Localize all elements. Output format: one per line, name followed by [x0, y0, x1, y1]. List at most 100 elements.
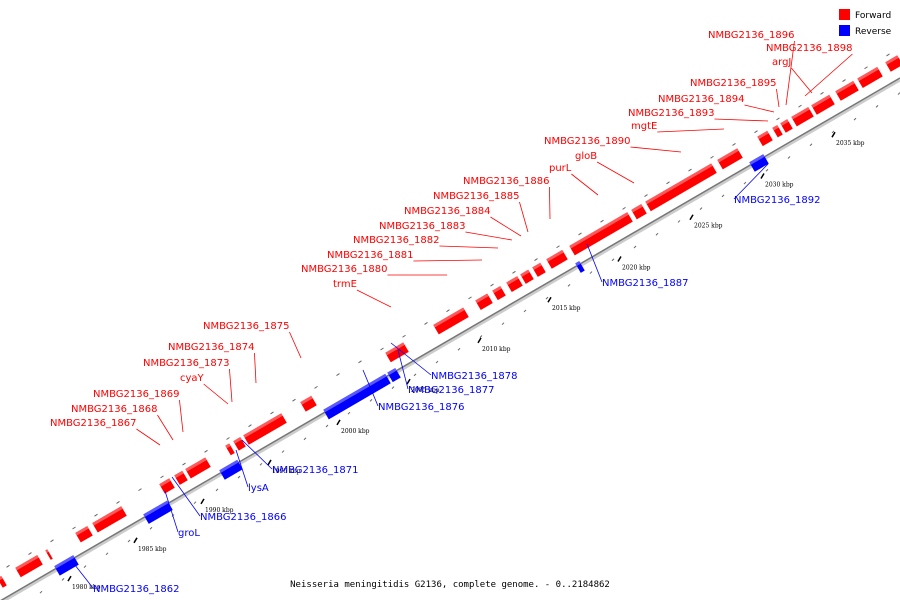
gene-highlight	[225, 443, 231, 449]
gene-body	[143, 500, 173, 524]
gene-feature	[645, 163, 717, 212]
minor-tick	[688, 168, 692, 172]
leader-line	[630, 146, 682, 153]
gene-body	[323, 373, 391, 420]
gene-body	[185, 457, 211, 479]
gene-label: NMBG2136_1875	[203, 321, 289, 332]
gene-feature	[749, 154, 769, 172]
leader-line	[465, 231, 513, 241]
tick-label: 2025 kbp	[694, 223, 723, 230]
gene-label: NMBG2136_1862	[93, 584, 179, 595]
gene-highlight	[532, 262, 542, 270]
leader-line	[289, 331, 302, 359]
gene-highlight	[233, 437, 242, 444]
minor-tick	[864, 66, 868, 70]
minor-tick	[259, 462, 263, 466]
leader-line	[241, 439, 273, 470]
gene-body	[835, 80, 859, 101]
minor-tick	[787, 156, 791, 159]
gene-body	[749, 154, 769, 172]
major-tick-mark	[831, 131, 836, 138]
gene-highlight	[159, 478, 171, 487]
gene-label: argJ	[772, 57, 791, 68]
gene-feature	[0, 575, 7, 588]
gene-highlight	[857, 66, 879, 82]
gene-feature	[323, 373, 391, 420]
minor-tick	[710, 155, 714, 159]
gene-label: NMBG2136_1866	[200, 512, 286, 523]
leader-line	[657, 128, 725, 133]
gene-feature	[143, 500, 173, 524]
gene-body	[15, 555, 43, 578]
gene-feature	[546, 249, 568, 269]
tick-label: 2000 kbp	[341, 428, 370, 435]
leader-line	[362, 369, 379, 407]
minor-tick	[611, 258, 615, 262]
minor-tick	[875, 105, 879, 108]
gene-highlight	[143, 500, 169, 517]
minor-tick	[292, 398, 296, 402]
minor-tick	[116, 501, 120, 504]
gene-body	[75, 525, 93, 543]
gene-label: NMBG2136_1880	[301, 264, 387, 275]
gene-highlight	[631, 204, 643, 213]
gene-feature	[772, 124, 783, 138]
gene-highlight	[780, 119, 789, 126]
major-tick-mark	[547, 296, 552, 303]
gene-label: NMBG2136_1892	[734, 195, 820, 206]
gene-feature	[219, 459, 243, 480]
gene-body	[520, 269, 534, 284]
minor-tick	[226, 437, 230, 440]
minor-tick	[886, 53, 890, 57]
minor-tick	[820, 91, 824, 95]
minor-tick	[699, 207, 703, 210]
gene-feature	[631, 204, 647, 220]
gene-feature	[857, 66, 883, 88]
major-tick-mark	[406, 378, 411, 385]
gene-highlight	[174, 470, 184, 478]
gene-label: NMBG2136_1887	[602, 278, 688, 289]
leader-line	[586, 243, 603, 283]
gene-highlight	[45, 549, 49, 553]
minor-tick	[754, 130, 758, 134]
gene-label: NMBG2136_1885	[433, 191, 519, 202]
leader-line	[785, 40, 795, 106]
minor-tick	[589, 271, 593, 274]
major-tick-mark	[477, 337, 482, 344]
gene-label: NMBG2136_1898	[766, 43, 852, 54]
minor-tick	[347, 411, 351, 415]
gene-label: trmE	[333, 279, 357, 290]
gene-feature	[811, 94, 835, 115]
gene-highlight	[811, 94, 831, 108]
minor-tick	[204, 449, 208, 453]
major-tick-mark	[617, 256, 622, 262]
gene-body	[219, 459, 243, 480]
leader-line	[171, 476, 201, 517]
leader-line	[203, 383, 229, 405]
gene-highlight	[185, 457, 207, 472]
minor-tick	[633, 245, 637, 249]
gene-feature	[45, 549, 53, 560]
gene-label: NMBG2136_1895	[690, 78, 776, 89]
minor-tick	[28, 552, 32, 555]
gene-label: NMBG2136_1882	[353, 235, 439, 246]
gene-body	[0, 575, 7, 588]
minor-tick	[721, 194, 725, 198]
gene-body	[54, 555, 79, 576]
gene-feature	[243, 413, 287, 445]
gene-label: purL	[549, 163, 572, 174]
minor-tick	[358, 360, 362, 364]
minor-tick	[501, 322, 505, 326]
gene-feature	[780, 119, 793, 133]
gene-label: NMBG2136_1896	[708, 30, 794, 41]
gene-body	[757, 130, 773, 147]
gene-highlight	[323, 373, 387, 413]
minor-tick	[237, 475, 241, 479]
gene-feature	[15, 555, 43, 578]
gene-highlight	[645, 163, 713, 205]
label-leader-lines	[70, 40, 853, 589]
gene-feature	[492, 285, 506, 301]
gene-feature	[885, 55, 900, 72]
legend-reverse-swatch	[839, 25, 850, 36]
